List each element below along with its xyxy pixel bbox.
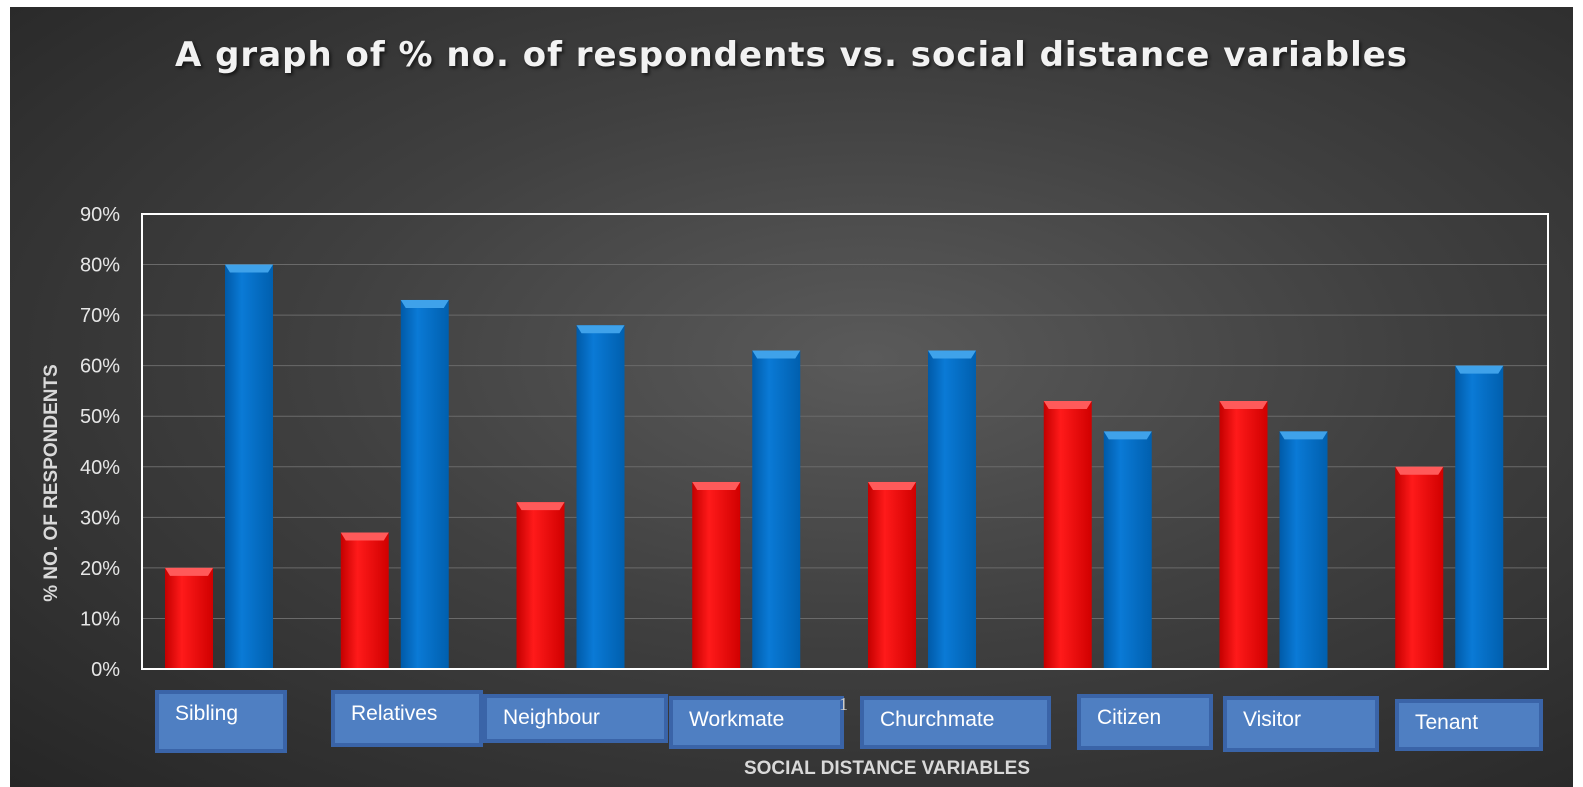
bars	[165, 264, 1504, 669]
bar-blue-relatives	[400, 299, 449, 669]
category-label-neighbour: Neighbour	[483, 694, 668, 743]
bar-bevel	[868, 481, 916, 490]
chart-svg: 0% 10% 20% 30% 40% 50% 60% 70% 80% 90% % NO. OF R…	[41, 204, 1549, 779]
y-tick-label: 90%	[80, 204, 120, 226]
page-marker: 1	[839, 694, 848, 714]
category-label-churchmate: Churchmate	[860, 696, 1051, 749]
category-label-visitor: Visitor	[1223, 696, 1379, 752]
bar-bevel	[692, 481, 741, 490]
bar-bevel	[1043, 401, 1092, 410]
bar-red-visitor	[1219, 401, 1268, 669]
y-tick-label: 10%	[80, 608, 120, 630]
chart-title: A graph of % no. of respondents vs. soci…	[174, 35, 1409, 75]
y-tick-label: 80%	[80, 255, 120, 277]
axes: 0% 10% 20% 30% 40% 50% 60% 70% 80% 90%	[80, 204, 1549, 681]
y-axis-title: % NO. OF RESPONDENTS	[41, 364, 62, 602]
bar-bevel	[1279, 431, 1328, 440]
bar-bevel	[1103, 431, 1152, 440]
bar-bevel	[516, 502, 565, 511]
bar-red-workmate	[692, 481, 741, 669]
category-label-relatives: Relatives	[331, 690, 483, 747]
category-label-tenant: Tenant	[1395, 699, 1543, 751]
y-tick-label: 0%	[91, 659, 120, 681]
bar-bevel	[1219, 401, 1268, 410]
y-tick-label: 60%	[80, 356, 120, 378]
bar-bevel	[1455, 365, 1504, 374]
bar-bevel	[752, 350, 801, 359]
chart-frame: A graph of % no. of respondents vs. soci…	[10, 7, 1573, 787]
bar-bevel	[1395, 466, 1444, 475]
bar-blue-neighbour	[576, 325, 625, 669]
bar-red-tenant	[1395, 466, 1444, 669]
bar-red-relatives	[340, 532, 389, 669]
y-tick-label: 30%	[80, 507, 120, 529]
bar-blue-workmate	[752, 350, 801, 669]
bar-bevel	[165, 567, 213, 576]
plot-border	[141, 213, 1549, 670]
bar-blue-tenant	[1455, 365, 1504, 669]
bar-bevel	[340, 532, 389, 541]
category-label-sibling: Sibling	[155, 690, 287, 753]
y-tick-label: 20%	[80, 558, 120, 580]
bar-blue-churchmate	[928, 350, 976, 669]
bar-red-neighbour	[516, 502, 565, 669]
bar-bevel	[928, 350, 976, 359]
category-label-citizen: Citizen	[1077, 694, 1213, 750]
bar-blue-visitor	[1279, 431, 1328, 669]
y-tick-label: 50%	[80, 406, 120, 428]
category-label-workmate: Workmate	[669, 696, 844, 749]
bar-red-citizen	[1043, 401, 1092, 669]
bar-blue-citizen	[1103, 431, 1152, 669]
y-tick-label: 70%	[80, 305, 120, 327]
y-tick-label: 40%	[80, 457, 120, 479]
bar-red-sibling	[165, 567, 213, 669]
x-axis-title: SOCIAL DISTANCE VARIABLES	[744, 758, 1030, 779]
bar-red-churchmate	[868, 481, 916, 669]
bar-bevel	[225, 264, 273, 273]
bar-bevel	[400, 299, 449, 308]
bar-bevel	[576, 325, 625, 334]
bar-blue-sibling	[225, 264, 273, 669]
